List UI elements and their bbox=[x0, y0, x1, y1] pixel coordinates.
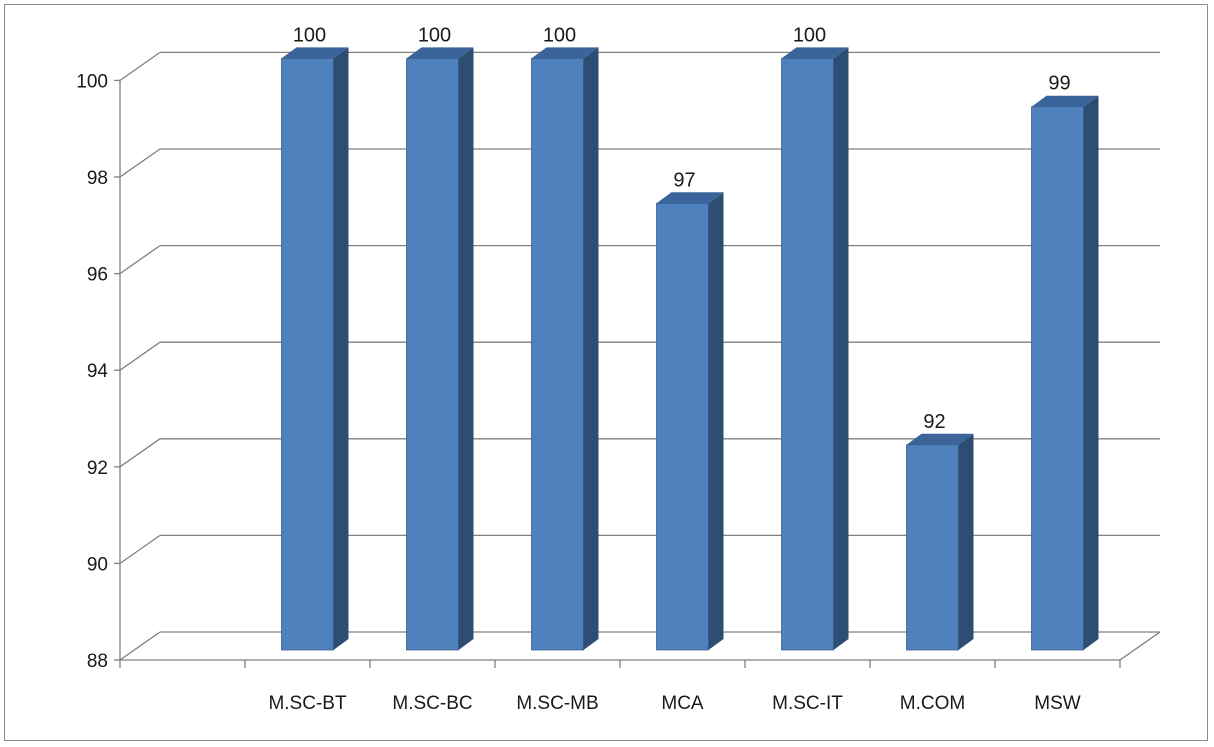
gridline-diagonal bbox=[119, 341, 161, 371]
y-tick-label: 96 bbox=[87, 265, 108, 286]
bar-top bbox=[406, 47, 474, 59]
category-label: MCA bbox=[661, 693, 704, 714]
bar bbox=[781, 58, 834, 651]
category-label: M.COM bbox=[900, 693, 965, 714]
gridline-diagonal bbox=[119, 438, 161, 468]
data-label: 100 bbox=[418, 24, 451, 46]
y-tick-label: 88 bbox=[87, 651, 108, 672]
bar-side bbox=[833, 47, 849, 650]
data-label: 100 bbox=[293, 24, 326, 46]
data-label: 99 bbox=[1048, 73, 1070, 95]
bar-side bbox=[958, 433, 974, 650]
bar-side bbox=[583, 47, 599, 650]
category-label: M.SC-BC bbox=[392, 693, 472, 714]
bar-top bbox=[281, 47, 349, 59]
gridline-diagonal bbox=[119, 148, 161, 178]
gridline-diagonal bbox=[119, 534, 161, 564]
category-label: M.SC-IT bbox=[772, 693, 843, 714]
bar bbox=[1031, 106, 1084, 651]
category-label: MSW bbox=[1034, 693, 1081, 714]
bar-top bbox=[1031, 95, 1099, 107]
bar-side bbox=[458, 47, 474, 650]
floor-right-edge bbox=[1119, 631, 1161, 661]
gridline-diagonal bbox=[119, 631, 161, 661]
bar-top bbox=[656, 192, 724, 204]
data-label: 100 bbox=[793, 24, 826, 46]
data-label: 92 bbox=[923, 411, 945, 433]
bar-side bbox=[333, 47, 349, 650]
y-tick-label: 100 bbox=[76, 71, 108, 92]
bar-top bbox=[531, 47, 599, 59]
y-tick-label: 92 bbox=[87, 458, 108, 479]
bar bbox=[406, 58, 459, 651]
bar bbox=[531, 58, 584, 651]
bar bbox=[656, 202, 709, 651]
gridline-diagonal bbox=[119, 51, 161, 81]
bar-top bbox=[906, 433, 974, 445]
bar-top bbox=[781, 47, 849, 59]
category-label: M.SC-BT bbox=[268, 693, 347, 714]
bar-side bbox=[1083, 95, 1099, 650]
bar-side bbox=[708, 192, 724, 651]
y-tick-label: 94 bbox=[87, 361, 109, 382]
data-label: 97 bbox=[673, 169, 695, 191]
data-label: 100 bbox=[543, 24, 576, 46]
gridline-diagonal bbox=[119, 245, 161, 275]
category-label: M.SC-MB bbox=[516, 693, 598, 714]
bar bbox=[281, 58, 334, 651]
y-tick-label: 90 bbox=[87, 554, 108, 575]
bar bbox=[906, 444, 959, 651]
y-tick-label: 98 bbox=[87, 168, 108, 189]
chart-frame bbox=[4, 4, 1208, 741]
